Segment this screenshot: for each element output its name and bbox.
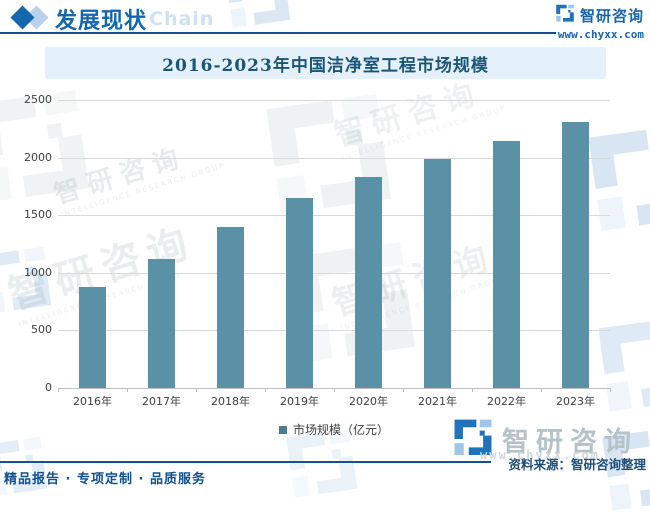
bar-2017年: [148, 258, 175, 388]
footer-divider: [0, 461, 491, 463]
x-axis-tick: [196, 388, 197, 392]
bar-2019年: [286, 197, 313, 388]
source-note: 资料来源：智研咨询整理: [508, 457, 646, 472]
brand-logo-large-text: 智研咨询: [502, 426, 638, 458]
y-axis-label-0: 0: [45, 381, 52, 394]
x-axis-label-2018年: 2018年: [211, 395, 250, 408]
brand-block: 智研咨询: [555, 4, 644, 26]
x-axis-label-2020年: 2020年: [349, 395, 388, 408]
chart-legend: 市场规模（亿元）: [58, 421, 610, 438]
x-axis-label-2019年: 2019年: [280, 395, 319, 408]
bar-2021年: [424, 159, 451, 388]
legend-label: 市场规模（亿元）: [292, 423, 389, 437]
y-axis-label-1500: 1500: [24, 208, 52, 222]
bar-2020年: [355, 177, 382, 388]
bar-2018年: [217, 226, 244, 388]
chart-title: 2016-2023年中国洁净室工程市场规模: [45, 47, 606, 79]
brand-logo-large-icon: [452, 418, 494, 461]
section-title-ghost-text: Chain: [149, 8, 215, 30]
legend-marker-icon: [278, 425, 287, 434]
gridline-2500: [58, 100, 610, 101]
x-axis-tick: [265, 388, 266, 392]
y-axis-label-2500: 2500: [24, 93, 52, 106]
bar-2022年: [493, 140, 520, 388]
x-axis-label-2023年: 2023年: [556, 395, 595, 408]
x-axis-label-2021年: 2021年: [418, 395, 457, 408]
gridline-500: [58, 330, 610, 332]
tagline: 精品报告 · 专项定制 · 品质服务: [4, 472, 206, 487]
y-axis-label-1000: 1000: [24, 265, 52, 279]
x-axis-tick: [610, 388, 611, 392]
x-axis-label-2017年: 2017年: [142, 395, 181, 408]
x-axis-tick: [403, 388, 404, 392]
header-divider: [0, 32, 556, 34]
x-axis-tick: [334, 388, 335, 392]
gridline-2000: [58, 157, 610, 159]
brand-name: 智研咨询: [579, 6, 644, 25]
x-axis-tick: [541, 388, 542, 392]
x-axis-label-2016年: 2016年: [73, 395, 112, 408]
y-axis-label-2000: 2000: [24, 150, 52, 164]
brand-url-ghost: www.chyxx.com: [480, 448, 600, 462]
y-axis-label-500: 500: [31, 323, 52, 337]
bar-2023年: [562, 121, 589, 388]
plot-area: 0 500 1000 1500 2000 2500 2016年 2017年 2018年 2019年…: [24, 93, 611, 408]
bar-2016年: [79, 286, 106, 388]
brand-logo-icon: [555, 4, 575, 26]
x-axis-label-2022年: 2022年: [487, 395, 526, 408]
brand-url: www.chyxx.com: [557, 28, 644, 41]
gridline-1000: [58, 272, 610, 274]
gridline-1500: [58, 215, 610, 217]
x-axis-tick: [58, 388, 59, 392]
brand-logo-large: 智研咨询: [452, 418, 638, 461]
section-title: 发展现状: [55, 9, 148, 34]
x-axis-tick: [472, 388, 473, 392]
x-axis-tick: [127, 388, 128, 392]
